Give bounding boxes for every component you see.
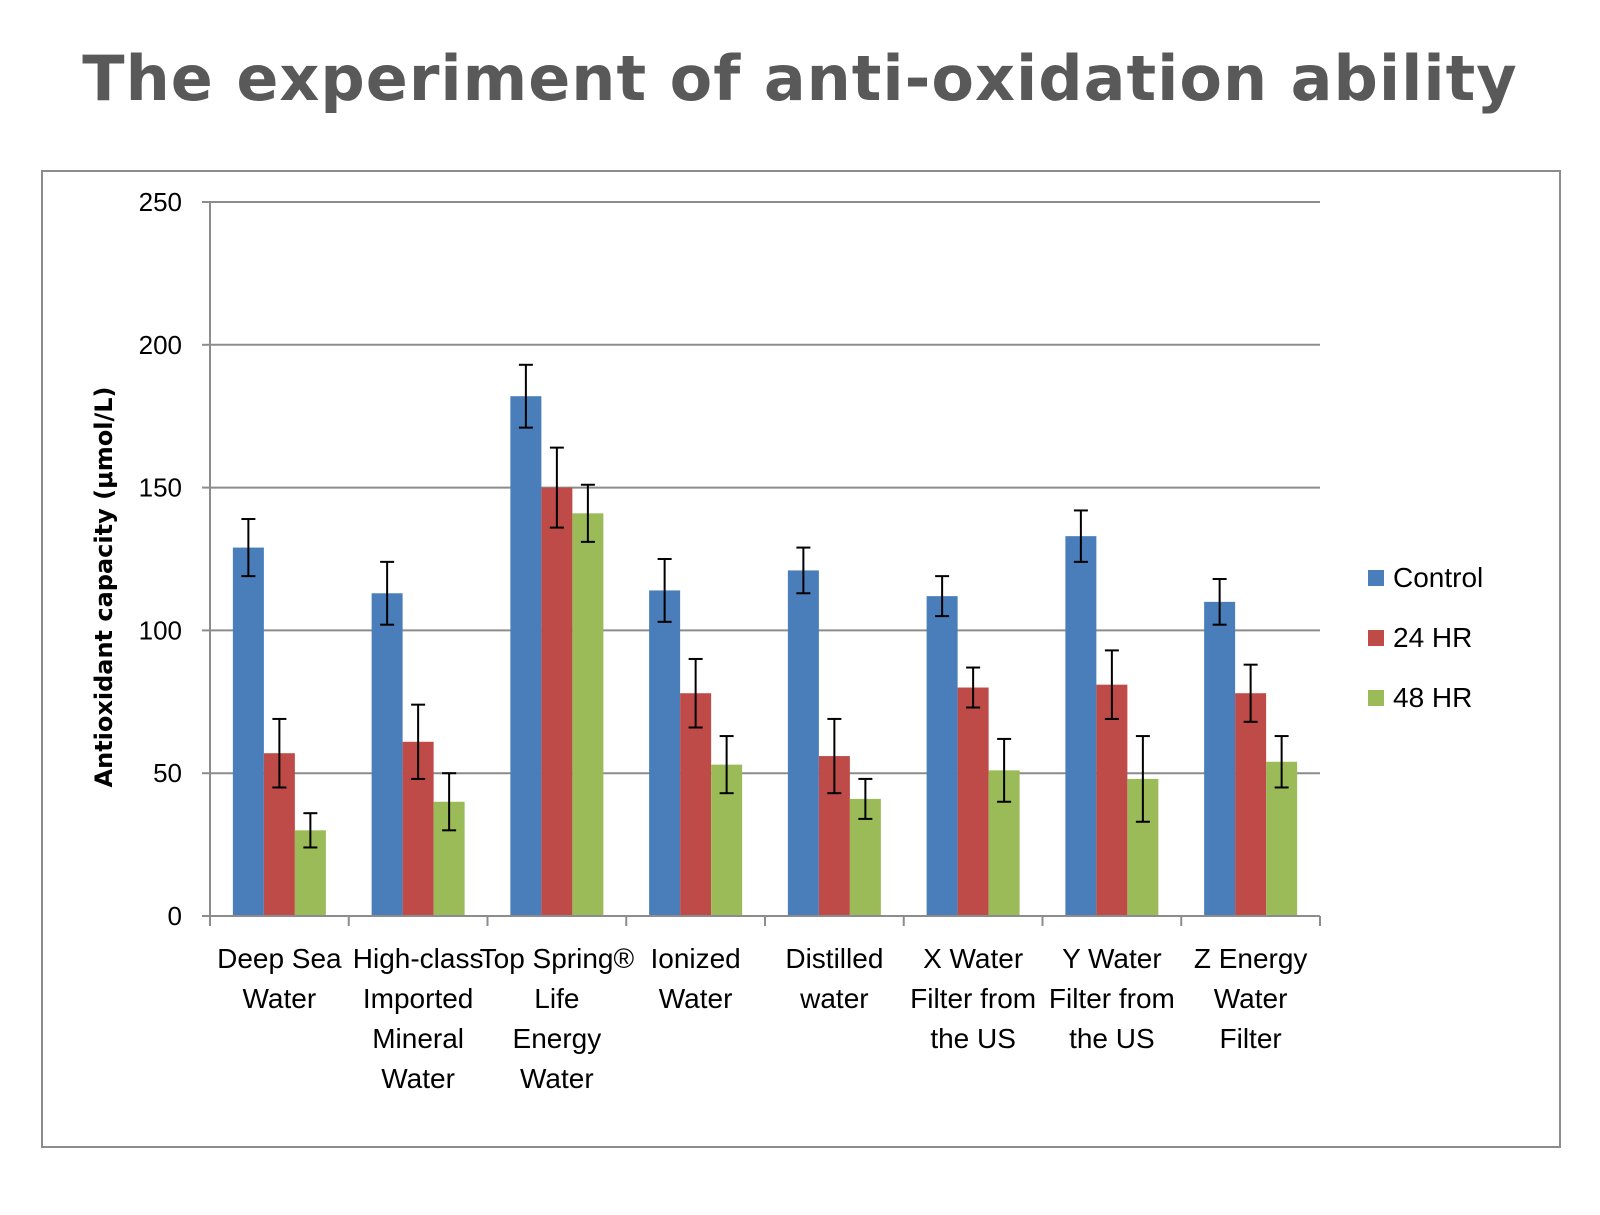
category-label-line: water bbox=[799, 983, 868, 1014]
category-label-line: Imported bbox=[363, 983, 474, 1014]
category-label-line: Water bbox=[520, 1063, 594, 1094]
bar bbox=[1096, 684, 1128, 916]
y-tick-label: 200 bbox=[139, 330, 182, 360]
legend-label: 24 HR bbox=[1393, 622, 1472, 653]
category-label: X Water Filter from the US bbox=[910, 943, 1036, 1054]
bar bbox=[371, 593, 403, 916]
category-label: Top Spring® Life Energy Water bbox=[480, 943, 635, 1094]
y-axis-title: Antioxidant capacity (μmol/L) bbox=[90, 387, 118, 788]
tick-labels: 0 50 100 150 200 250 Deep Sea Water High-class Im… bbox=[139, 187, 1308, 1094]
y-tick-label: 250 bbox=[139, 187, 182, 217]
category-label-line: Life bbox=[534, 983, 579, 1014]
category-label-line: the US bbox=[930, 1023, 1016, 1054]
category-label-line: the US bbox=[1069, 1023, 1155, 1054]
category-label: Ionized Water bbox=[650, 943, 740, 1014]
bar bbox=[572, 513, 604, 916]
legend-label: 48 HR bbox=[1393, 682, 1472, 713]
legend-swatch bbox=[1368, 690, 1384, 706]
bar bbox=[649, 590, 681, 916]
bars bbox=[232, 396, 1298, 916]
category-label-line: Z Energy bbox=[1194, 943, 1308, 974]
page-title: The experiment of anti-oxidation ability bbox=[82, 42, 1518, 115]
category-label: Y Water Filter from the US bbox=[1049, 943, 1175, 1054]
category-label: Distilled water bbox=[785, 943, 883, 1014]
axes bbox=[202, 201, 1321, 926]
bar bbox=[680, 693, 712, 916]
category-label: Deep Sea Water bbox=[217, 943, 342, 1014]
category-label-line: Filter from bbox=[1049, 983, 1175, 1014]
y-tick-label: 100 bbox=[139, 615, 182, 645]
category-label-line: Water bbox=[243, 983, 317, 1014]
legend-swatch bbox=[1368, 570, 1384, 586]
category-label-line: X Water bbox=[923, 943, 1023, 974]
bar bbox=[926, 596, 958, 916]
bar bbox=[510, 396, 542, 916]
y-tick-label: 50 bbox=[153, 758, 182, 788]
category-label-line: Water bbox=[381, 1063, 455, 1094]
category-label-line: Water bbox=[659, 983, 733, 1014]
category-label: Z Energy Water Filter bbox=[1194, 943, 1308, 1054]
y-tick-label: 0 bbox=[168, 901, 182, 931]
category-label-line: Mineral bbox=[372, 1023, 464, 1054]
category-label-line: High-class bbox=[353, 943, 484, 974]
chart-frame: 0 50 100 150 200 250 Deep Sea Water High-class Im… bbox=[41, 170, 1561, 1148]
category-label-line: Distilled bbox=[785, 943, 883, 974]
legend-swatch bbox=[1368, 630, 1384, 646]
category-label-line: Deep Sea bbox=[217, 943, 342, 974]
bar bbox=[1204, 601, 1236, 916]
category-label-line: Energy bbox=[513, 1023, 602, 1054]
error-bars bbox=[241, 363, 1289, 849]
y-tick-label: 150 bbox=[139, 473, 182, 503]
bar bbox=[541, 487, 573, 916]
bar bbox=[1235, 693, 1267, 916]
category-label-line: Top Spring® bbox=[480, 943, 635, 974]
category-label-line: Water bbox=[1214, 983, 1288, 1014]
category-label-line: Y Water bbox=[1062, 943, 1162, 974]
category-label: High-class Imported Mineral Water bbox=[353, 943, 484, 1094]
category-label-line: Filter bbox=[1220, 1023, 1282, 1054]
bar bbox=[787, 570, 819, 916]
legend-label: Control bbox=[1393, 562, 1483, 593]
legend: Control 24 HR 48 HR bbox=[1368, 562, 1483, 713]
category-label-line: Filter from bbox=[910, 983, 1036, 1014]
bar bbox=[1065, 536, 1097, 916]
bar bbox=[957, 687, 989, 916]
category-label-line: Ionized bbox=[650, 943, 740, 974]
bar bbox=[232, 547, 264, 916]
chart: 0 50 100 150 200 250 Deep Sea Water High-class Im… bbox=[90, 187, 1483, 1094]
